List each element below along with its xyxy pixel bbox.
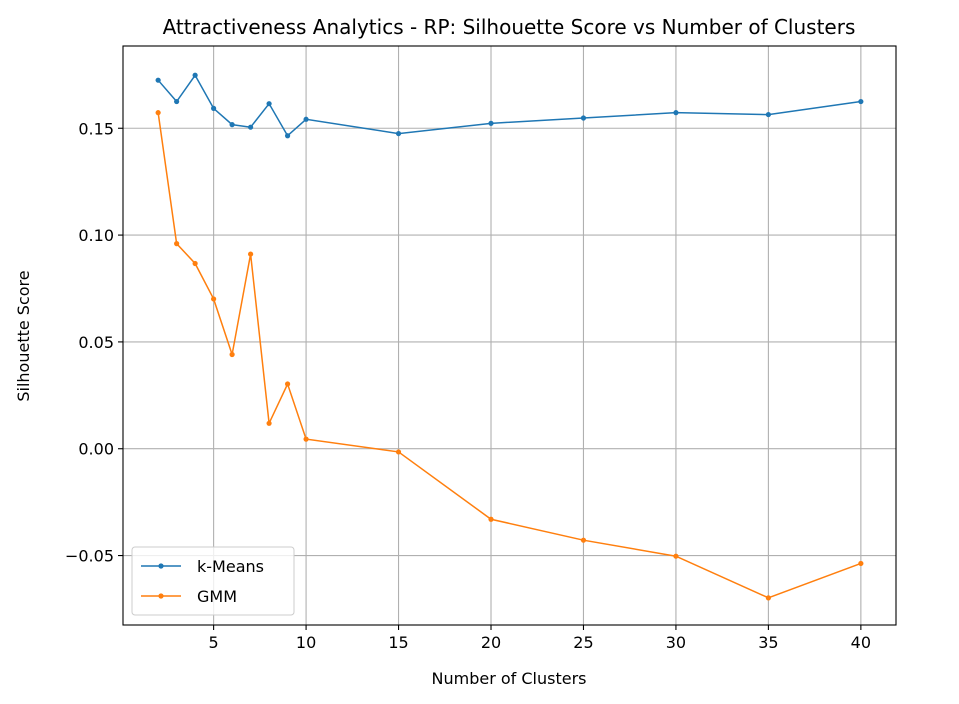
data-point <box>858 560 864 567</box>
data-point <box>395 449 402 455</box>
data-point <box>174 241 180 247</box>
legend-item: k-Means <box>141 557 264 576</box>
data-point <box>303 116 309 122</box>
x-axis-label: Number of Clusters <box>432 669 587 688</box>
data-point <box>155 77 161 83</box>
data-point <box>248 251 254 257</box>
x-tick-label: 30 <box>666 633 686 652</box>
axis-ticks: 5 10 15 20 25 30 35 40 −0.05 0.00 0.05 0.10 0.15 <box>65 119 871 652</box>
data-point <box>580 115 587 121</box>
data-point <box>858 98 864 105</box>
series-line <box>157 112 862 599</box>
y-tick-label: −0.05 <box>65 547 114 566</box>
data-point <box>266 420 272 426</box>
data-point <box>580 537 587 543</box>
data-point <box>229 122 235 128</box>
data-point <box>155 110 161 116</box>
data-point <box>266 101 272 107</box>
legend: k-Means GMM <box>131 546 295 616</box>
data-point <box>174 98 180 105</box>
legend-label: k-Means <box>197 557 264 576</box>
data-point <box>303 436 309 442</box>
y-tick-label: 0.10 <box>78 226 114 245</box>
data-point <box>248 124 254 130</box>
y-axis-label: Silhouette Score <box>14 270 33 401</box>
data-point <box>284 133 291 139</box>
y-tick-label: 0.00 <box>78 440 114 459</box>
data-point <box>211 105 217 111</box>
data-point <box>765 595 771 601</box>
data-point <box>673 553 679 559</box>
legend-box <box>131 546 295 616</box>
x-tick-label: 15 <box>388 633 408 652</box>
x-tick-label: 35 <box>758 633 778 652</box>
data-point <box>395 130 402 137</box>
x-tick-label: 40 <box>851 633 871 652</box>
series-line <box>157 73 861 137</box>
y-tick-label: 0.15 <box>78 119 114 138</box>
grid-lines <box>123 46 896 625</box>
chart-title: Attractiveness Analytics - RP: Silhouett… <box>163 15 856 39</box>
data-point <box>192 260 198 267</box>
data-point <box>284 381 291 387</box>
x-tick-label: 25 <box>573 633 593 652</box>
series-k-means <box>155 72 864 139</box>
data-point <box>673 110 679 116</box>
data-point <box>192 72 198 78</box>
legend-item: GMM <box>141 587 237 606</box>
x-tick-label: 10 <box>296 633 316 652</box>
x-tick-label: 20 <box>481 633 501 652</box>
legend-marker <box>158 563 164 569</box>
plot-frame <box>122 45 897 626</box>
data-point <box>488 120 494 126</box>
data-point <box>765 111 771 118</box>
data-point <box>211 296 217 302</box>
series-gmm <box>155 110 864 601</box>
legend-marker <box>158 593 164 599</box>
data-point <box>229 351 235 358</box>
y-tick-label: 0.05 <box>78 333 114 352</box>
x-tick-label: 5 <box>209 633 219 652</box>
legend-label: GMM <box>197 587 237 606</box>
series-layer <box>155 72 864 601</box>
data-point <box>488 516 494 522</box>
